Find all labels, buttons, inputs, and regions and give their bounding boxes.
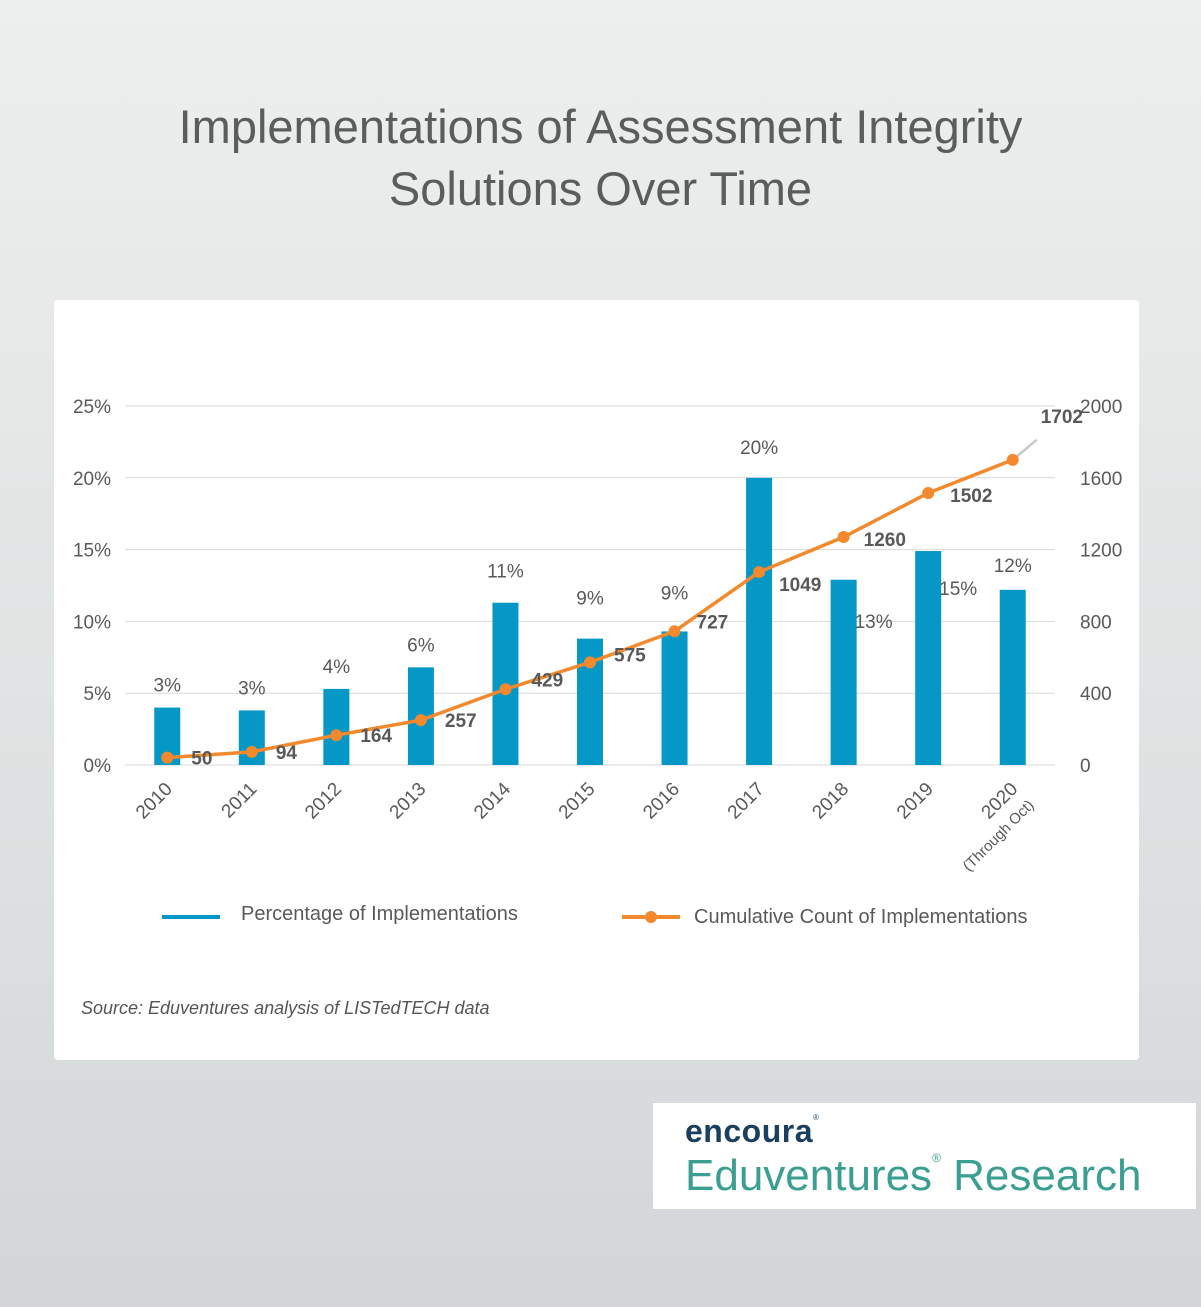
- bar-data-label: 3%: [238, 678, 266, 699]
- line-data-label: 94: [276, 743, 298, 764]
- x-tick-label: 2015: [555, 779, 600, 824]
- bar-data-labels: 3% 3% 4% 6% 11% 9% 9% 20% 13% 15% 12%: [154, 438, 1032, 700]
- line-point: [245, 745, 258, 758]
- encoura-logo: encoura®: [685, 1113, 820, 1149]
- title-line-2: Solutions Over Time: [388, 162, 813, 215]
- line-point: [330, 729, 343, 742]
- brand-logo: encoura® Eduventures® Research: [653, 1103, 1196, 1209]
- bar: [323, 688, 350, 765]
- line-data-label: 257: [445, 711, 477, 732]
- y-left-tick-label: 5%: [84, 684, 112, 705]
- line-point: [1006, 453, 1019, 466]
- legend-label-line: Cumulative Count of Implementations: [694, 906, 1028, 928]
- bar-data-label: 9%: [576, 589, 604, 610]
- x-tick-label: 2018: [808, 779, 853, 824]
- bar-data-label: 6%: [407, 635, 435, 656]
- y-right-tick-label: 1600: [1080, 469, 1122, 490]
- bar-data-label: 3%: [154, 676, 182, 697]
- line-point: [584, 656, 596, 669]
- line-data-label: 1049: [779, 575, 821, 596]
- bar-data-label: 9%: [661, 583, 689, 604]
- y-left-tick-label: 25%: [73, 397, 111, 418]
- eduventures-logo: Eduventures® Research: [685, 1151, 1142, 1200]
- y-left-tick-label: 10%: [73, 612, 111, 633]
- y-right-tick-label: 800: [1080, 612, 1112, 633]
- x-tick-label: 2019: [893, 779, 938, 824]
- line-data-label: 575: [614, 645, 646, 666]
- x-tick-label: 2014: [470, 778, 515, 823]
- bar: [915, 551, 942, 765]
- gridlines: [125, 405, 1055, 766]
- bar-series: [154, 477, 1026, 765]
- line-data-label: 50: [191, 749, 212, 770]
- y-right-tick-label: 400: [1080, 684, 1112, 705]
- y-right-tick-label: 0: [1080, 756, 1091, 777]
- line-data-label: 1502: [950, 486, 992, 507]
- bar-data-label: 13%: [855, 612, 893, 633]
- y-left-tick-label: 15%: [73, 541, 111, 562]
- title-line-1: Implementations of Assessment Integrity: [178, 100, 1023, 153]
- line-data-label: 1260: [864, 530, 906, 551]
- x-tick-label: 2016: [639, 779, 684, 824]
- bar: [746, 477, 773, 765]
- bar-data-label: 12%: [994, 556, 1032, 577]
- legend-swatch-marker: [645, 911, 657, 923]
- line-point: [837, 531, 850, 544]
- line-point: [499, 683, 512, 696]
- x-tick-label: 2012: [301, 779, 346, 824]
- line-data-label: 429: [531, 670, 563, 691]
- legend-label-bar: Percentage of Implementations: [241, 903, 518, 925]
- line-point: [414, 714, 427, 727]
- bar-data-label: 15%: [939, 579, 977, 600]
- x-tick-label: 2017: [724, 779, 769, 824]
- line-data-label: 727: [697, 612, 729, 633]
- bar-data-label: 11%: [487, 562, 524, 583]
- line-series: [161, 438, 1038, 764]
- line-data-label: 164: [360, 726, 392, 747]
- line-data-labels: 50 94 164 257 429 575 727 1049 1260 1502 1702: [191, 407, 1083, 770]
- line-point: [161, 751, 174, 764]
- x-tick-label: 2010: [132, 779, 177, 824]
- y-left-tick-label: 20%: [73, 469, 111, 490]
- bar: [661, 631, 688, 765]
- line-point: [753, 566, 766, 579]
- bar: [830, 579, 857, 765]
- chart-title: Implementations of Assessment Integrity …: [0, 96, 1201, 220]
- left-axis-ticks: 0% 5% 10% 15% 20% 25%: [73, 397, 111, 777]
- y-right-tick-label: 1200: [1080, 541, 1122, 562]
- y-right-tick-label: 2000: [1080, 397, 1122, 418]
- bar-data-label: 20%: [740, 438, 778, 459]
- legend: Percentage of Implementations Cumulative …: [162, 903, 1028, 928]
- right-axis-ticks: 0 400 800 1200 1600 2000: [1080, 397, 1122, 777]
- source-note: Source: Eduventures analysis of LISTedTE…: [81, 998, 490, 1018]
- y-left-tick-label: 0%: [84, 756, 112, 777]
- bar: [999, 589, 1026, 765]
- bar-data-label: 4%: [323, 657, 351, 678]
- line-point: [922, 487, 935, 500]
- x-tick-label: 2011: [218, 779, 262, 823]
- line-point: [668, 625, 681, 638]
- x-tick-label: 2013: [386, 779, 431, 824]
- line-data-label: 1702: [1041, 407, 1083, 428]
- x-axis-ticks: 2010 2011 2012 2013 2014 2015 2016 2017 2018 2019…: [132, 778, 1037, 874]
